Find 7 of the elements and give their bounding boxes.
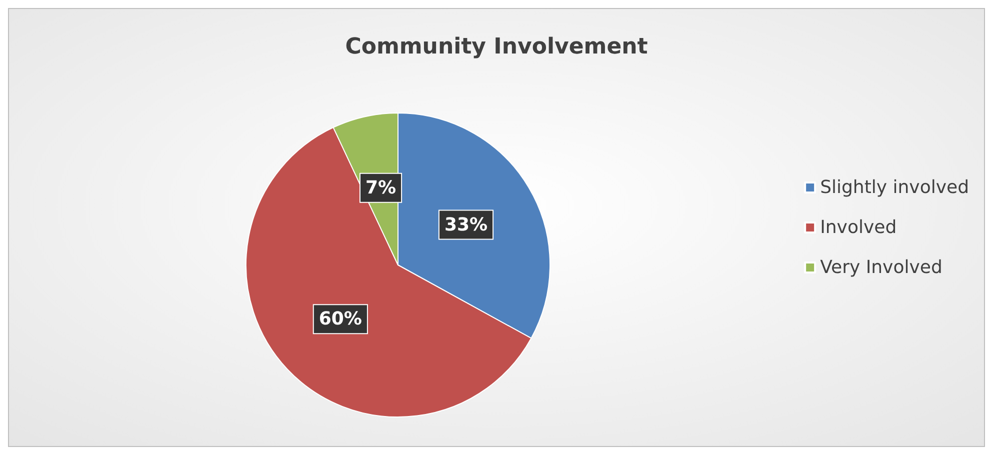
legend-label: Slightly involved <box>820 177 969 198</box>
data-label: 33% <box>444 214 488 236</box>
chart-title: Community Involvement <box>345 34 648 60</box>
legend-label: Involved <box>820 217 897 238</box>
data-label: 60% <box>318 308 362 330</box>
data-label: 7% <box>365 177 396 198</box>
legend-label: Very Involved <box>820 257 942 278</box>
